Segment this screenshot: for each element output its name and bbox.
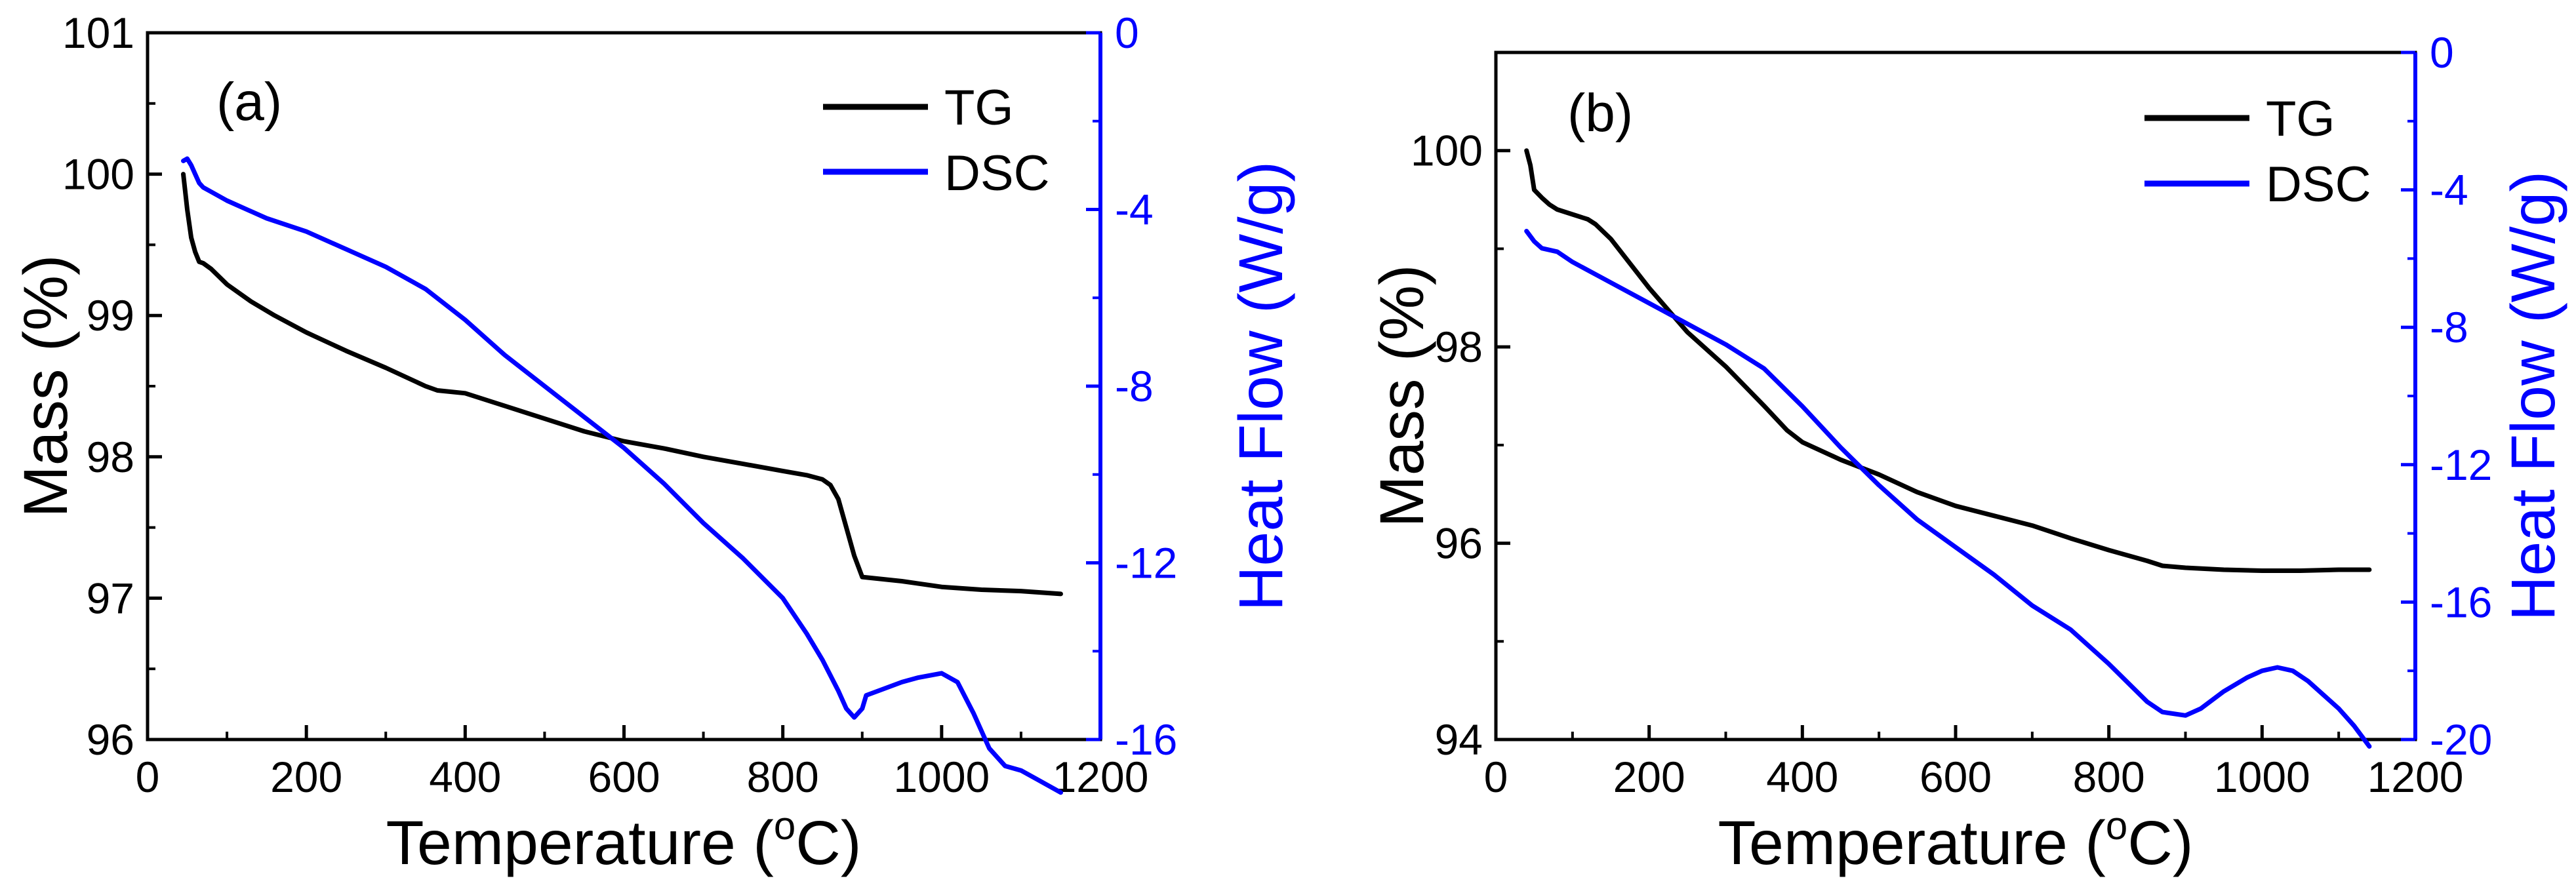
y2-tick-label: -4 <box>2430 166 2468 214</box>
y2-tick-label: -4 <box>1115 186 1154 234</box>
x-tick-label: 1200 <box>1053 753 1149 801</box>
series-group <box>1524 148 2372 749</box>
y2-axis-label: Heat Flow (W/g) <box>1226 161 1296 611</box>
x-tick-label: 400 <box>429 753 501 801</box>
y-tick-label: 101 <box>62 9 134 57</box>
chart-panel-b: 0 200 400 600 800 1000 1200 94 96 98 100 0 -4 -8 -12… <box>1367 28 2568 878</box>
y2-tick-label: -16 <box>1115 715 1177 764</box>
y-tick-label: 96 <box>1435 519 1483 568</box>
legend-label-tg: TG <box>2266 91 2335 147</box>
y2-axis-label: Heat Flow (W/g) <box>2499 171 2568 621</box>
x-tick-label: 0 <box>136 753 160 801</box>
x-tick-label: 1200 <box>2367 753 2464 801</box>
y-tick-label: 100 <box>62 150 134 199</box>
legend: TG DSC <box>823 80 1049 201</box>
y-tick-label: 98 <box>1435 323 1483 371</box>
x-tick-label: 600 <box>588 753 660 801</box>
panel-label: (a) <box>216 72 282 132</box>
y2-tick-label: -20 <box>2430 715 2492 764</box>
y2-tick-label: -16 <box>2430 578 2492 626</box>
series-line-dsc <box>181 156 1063 795</box>
y-tick-label: 100 <box>1411 127 1483 175</box>
x-axis-label: Temperature (oC) <box>386 804 862 878</box>
y2-tick-label: 0 <box>1115 9 1139 57</box>
chart-panel-a: 0 200 400 600 800 1000 1200 96 97 98 99 100 101 0 -4… <box>11 9 1296 878</box>
x-axis-ticks: 0 200 400 600 800 1000 1200 <box>136 725 1149 801</box>
legend-label-dsc: DSC <box>2266 157 2371 212</box>
x-axis-label: Temperature (oC) <box>1718 804 2194 878</box>
series-group <box>181 156 1063 795</box>
y-axis-label: Mass (%) <box>11 254 81 517</box>
y-tick-label: 94 <box>1435 715 1483 764</box>
y2-axis-ticks: 0 -4 -8 -12 -16 -20 <box>2401 28 2492 764</box>
x-tick-label: 800 <box>747 753 819 801</box>
legend-label-tg: TG <box>944 80 1014 136</box>
x-tick-label: 0 <box>1484 753 1508 801</box>
y2-tick-label: -12 <box>1115 539 1177 587</box>
plot-frame <box>146 31 1102 741</box>
y-tick-label: 99 <box>87 291 134 340</box>
series-line-tg <box>1524 148 2372 573</box>
y2-tick-label: -12 <box>2430 441 2492 489</box>
x-tick-label: 400 <box>1766 753 1838 801</box>
y-axis-ticks: 96 97 98 99 100 101 <box>62 9 162 764</box>
x-tick-label: 200 <box>1613 753 1685 801</box>
y-tick-label: 96 <box>87 715 134 764</box>
x-tick-label: 800 <box>2073 753 2145 801</box>
y-tick-label: 97 <box>87 574 134 622</box>
series-line-dsc <box>1524 229 2372 749</box>
y2-tick-label: -8 <box>1115 362 1154 410</box>
x-tick-label: 200 <box>270 753 342 801</box>
panel-label: (b) <box>1567 83 1633 143</box>
x-axis-ticks: 0 200 400 600 800 1000 1200 <box>1484 725 2464 801</box>
plot-frame <box>1494 50 2417 741</box>
legend-label-dsc: DSC <box>944 146 1049 201</box>
x-tick-label: 1000 <box>893 753 990 801</box>
y2-tick-label: -8 <box>2430 303 2468 351</box>
y2-tick-label: 0 <box>2430 28 2454 77</box>
y2-axis-ticks: 0 -4 -8 -12 -16 <box>1086 9 1177 764</box>
y-axis-ticks: 94 96 98 100 <box>1411 127 1510 764</box>
x-tick-label: 600 <box>1920 753 1992 801</box>
series-line-tg <box>181 172 1063 597</box>
legend: TG DSC <box>2144 91 2371 212</box>
y-axis-label: Mass (%) <box>1367 264 1437 527</box>
x-tick-label: 1000 <box>2214 753 2310 801</box>
y-tick-label: 98 <box>87 433 134 481</box>
